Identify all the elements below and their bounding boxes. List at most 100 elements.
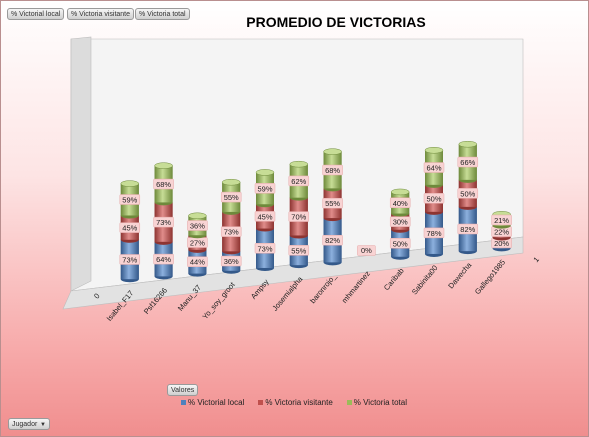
data-label-box [288,245,310,256]
legend-item-local: % Victorial local [181,398,244,407]
data-label: 40% [393,199,408,208]
category-label: Gallego1985 [473,258,507,296]
data-label-box [220,191,242,203]
data-label-box [119,254,141,265]
data-label-box [254,183,276,194]
data-label-box [220,255,242,267]
data-label: 59% [257,184,272,193]
data-label-box [288,175,310,187]
data-label: 55% [224,193,239,202]
data-label: 59% [122,196,137,205]
data-label: 50% [393,239,408,248]
category-label: Caribab [382,266,406,292]
legend: % Victorial local % Victoria visitante %… [181,398,407,407]
data-label-box [119,194,141,205]
data-label: 62% [291,177,306,186]
valores-button[interactable]: Valores [167,384,199,396]
data-label-box [357,245,376,256]
data-label-box [153,216,174,228]
data-label-box [288,211,310,222]
data-label: 27% [190,239,205,248]
bar-top-cap [390,188,410,196]
data-label: 22% [494,228,509,237]
legend-item-total: % Victoria total [346,398,407,407]
data-label-box [457,223,479,235]
data-label-box [423,162,445,173]
bar-top-cap [458,140,478,148]
data-label: 78% [426,229,441,238]
category-label: Sabinita00 [410,263,440,296]
data-label: 50% [426,194,441,203]
jugador-dropdown[interactable]: Jugador ▼ [8,418,50,430]
data-label: 64% [156,255,171,264]
data-label: 73% [224,228,239,237]
legend-item-visitante: % Victoria visitante [258,398,333,407]
legend-swatch-total [346,400,352,406]
legend-label-visitante: % Victoria visitante [265,398,333,407]
legend-swatch-visitante [258,400,264,406]
data-label-box [220,226,242,237]
data-label: 73% [156,218,171,227]
data-label: 55% [325,199,340,208]
filter-button-visitante[interactable]: % Victoria visitante [67,8,135,20]
data-label: 55% [291,246,306,255]
data-label: 82% [460,225,475,234]
data-label: 36% [190,222,205,231]
data-label-box [423,227,445,239]
data-label: 82% [325,236,340,245]
data-label-box [187,220,208,231]
data-label: 0% [361,246,372,255]
data-label-box [457,156,479,168]
bar-top-cap [289,160,309,168]
bar-top-cap [323,148,342,155]
data-label-box [423,193,445,204]
data-label: 73% [122,255,137,264]
data-label-box [153,253,174,265]
category-label: 1 [531,255,541,264]
data-label: 64% [426,164,441,173]
jugador-label: Jugador [12,421,38,428]
bar-top-cap [188,212,207,220]
data-label: 45% [257,212,272,221]
category-label: Dawecha [446,260,474,290]
chart-title: PROMEDIO DE VICTORIAS [246,14,426,30]
bar-top-cap [255,169,275,176]
data-label: 66% [460,158,475,167]
category-label: 0 [92,292,102,301]
data-label: 68% [156,180,171,189]
data-label: 44% [190,258,205,267]
data-label-box [187,256,208,267]
data-label: 50% [460,189,475,198]
bar-top-cap [154,162,173,169]
filter-button-local[interactable]: % Victorial local [7,8,65,20]
data-label: 36% [224,257,239,266]
data-label: 73% [257,244,272,253]
data-label: 20% [494,239,509,248]
bar-top-cap [424,147,444,154]
data-label-box [491,214,512,226]
data-label-box [389,238,411,249]
data-label-box [254,211,276,222]
data-label-box [254,243,276,254]
data-label-box [119,222,141,233]
data-label: 30% [393,218,408,227]
legend-swatch-local [181,400,186,406]
data-label-box [389,197,411,209]
data-label: 70% [291,213,306,222]
data-label-box [322,164,343,176]
data-label-box [457,188,479,199]
data-label: 68% [325,166,340,175]
data-label-box [389,216,411,227]
data-label-box [153,178,174,190]
chevron-down-icon: ▼ [40,422,46,428]
data-label: 45% [122,224,137,233]
data-label-box [322,197,343,209]
bar-top-cap [120,180,140,187]
side-wall [70,36,92,292]
data-label: 21% [494,216,509,225]
filter-button-total[interactable]: % Victoria total [135,8,190,20]
data-label-box [322,234,343,246]
bar-top-cap [221,178,241,186]
